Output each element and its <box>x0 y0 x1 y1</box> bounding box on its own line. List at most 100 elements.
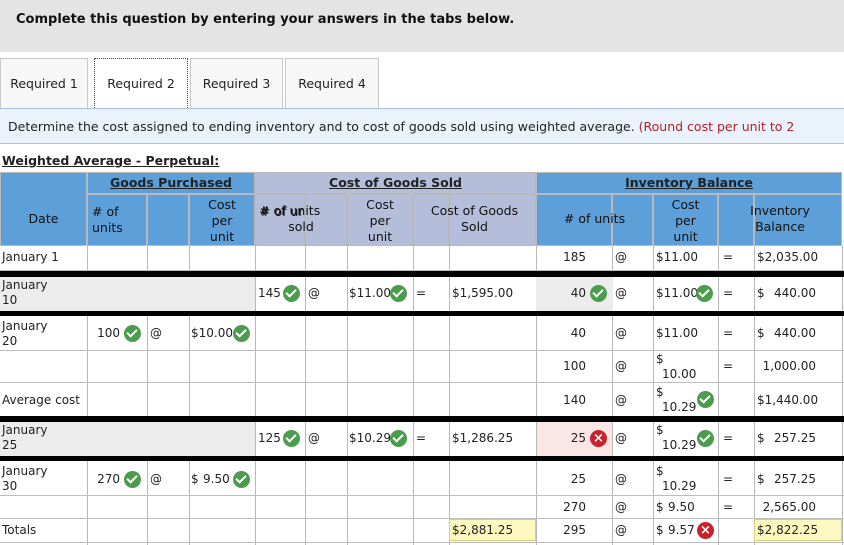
tab-required-3[interactable]: Required 3 <box>190 58 283 108</box>
row-jan25-shade <box>0 422 255 456</box>
row-avg-inv-units[interactable]: 140 <box>563 393 586 407</box>
check-icon <box>697 430 714 447</box>
row-jan10-date-2: 10 <box>2 293 18 307</box>
row-jan30-inv-units[interactable]: 25 <box>570 472 586 486</box>
instruction-main: Determine the cost assigned to ending in… <box>8 119 635 134</box>
row-jan20b-inv-balance[interactable]: 1,000.00 <box>762 359 816 373</box>
row-totals-inv-cost[interactable]: 9.57 <box>668 523 695 537</box>
header-sold-at <box>305 194 347 246</box>
row-totals-label: Totals <box>2 523 37 537</box>
row-totals-inv-cost-dollar: $ <box>656 523 664 537</box>
at-sign: @ <box>308 431 320 445</box>
label-per: per <box>211 213 233 228</box>
header-inv-cost: Cost per unit <box>653 194 718 246</box>
row-jan25-inv-cost[interactable]: 10.29 <box>662 438 697 452</box>
eq-sign: = <box>416 286 427 300</box>
check-icon <box>124 325 141 342</box>
label-units-sold-1: # of units <box>260 204 305 219</box>
row-totals-cogs[interactable]: $2,881.25 <box>452 523 514 537</box>
row-jan30-inv-balance[interactable]: 257.25 <box>774 472 816 486</box>
row-jan1-date: January 1 <box>2 250 59 264</box>
row-jan10-sold-cost[interactable]: $11.00 <box>349 286 391 300</box>
row-jan30-date-2: 30 <box>2 479 18 493</box>
header-inventory-balance: Inventory Balance <box>536 172 842 194</box>
row-jan20-inv-balance[interactable]: 440.00 <box>774 326 816 340</box>
row-jan25-inv-balance[interactable]: 257.25 <box>774 431 816 445</box>
row-jan30b-inv-cost-dollar: $ <box>656 500 664 514</box>
row-jan30-inv-cost[interactable]: 10.29 <box>662 479 697 493</box>
header-goods-purchased: Goods Purchased <box>87 172 255 194</box>
check-icon <box>233 325 250 342</box>
row-jan1-inv-balance[interactable]: $2,035.00 <box>757 250 819 264</box>
row-jan20-purch-cost[interactable]: $10.00 <box>191 326 233 340</box>
check-icon <box>124 471 141 488</box>
row-jan30-inv-bal-dollar: $ <box>757 472 765 486</box>
tab-required-2[interactable]: Required 2 <box>94 58 188 108</box>
row-jan20-inv-cost[interactable]: $11.00 <box>656 326 698 340</box>
eq-sign: = <box>723 431 734 445</box>
row-jan10-inv-bal-dollar: $ <box>757 286 765 300</box>
label-units-sold-overlay: # of units <box>259 203 321 218</box>
eq-sign: = <box>723 472 734 486</box>
eq-sign: = <box>416 431 427 445</box>
row-jan30-purch-cost[interactable]: 9.50 <box>203 472 230 486</box>
header-sold-units: # of units <box>255 194 305 246</box>
header-sold-cost: Cost per unit <box>347 194 413 246</box>
row-jan1-inv-cost[interactable]: $11.00 <box>656 250 698 264</box>
header-cost-of-goods-sold: Cost of Goods Sold <box>255 172 536 194</box>
row-jan25-inv-units[interactable]: 25 <box>570 431 586 445</box>
row-jan20-inv-units[interactable]: 40 <box>570 326 586 340</box>
label-inv-units: # of units <box>563 211 626 226</box>
at-sign: @ <box>615 326 627 340</box>
row-avg-inv-cost[interactable]: 10.29 <box>662 400 697 414</box>
row-jan30b-inv-balance[interactable]: 2,565.00 <box>762 500 816 514</box>
instruction-bar: Determine the cost assigned to ending in… <box>0 108 844 144</box>
row-jan10-cogs[interactable]: $1,595.00 <box>452 286 514 300</box>
header-date-label: Date <box>28 211 59 226</box>
row-totals-inv-units[interactable]: 295 <box>563 523 586 537</box>
row-jan10-inv-cost[interactable]: $11.00 <box>656 286 698 300</box>
at-sign: @ <box>150 326 162 340</box>
row-jan30-date-1: January <box>2 464 48 478</box>
at-sign: @ <box>615 359 627 373</box>
row-jan10-inv-balance[interactable]: 440.00 <box>774 286 816 300</box>
row-jan10-inv-units[interactable]: 40 <box>570 286 586 300</box>
error-x-icon: × <box>590 430 607 447</box>
row-jan30b-inv-cost[interactable]: 9.50 <box>668 500 695 514</box>
row-jan1-inv-units[interactable]: 185 <box>563 250 586 264</box>
label-inv-unit: unit <box>673 229 698 244</box>
row-jan10-date-1: January <box>2 278 48 292</box>
row-jan10-sold-units[interactable]: 145 <box>258 286 281 300</box>
row-jan30-purch-units[interactable]: 270 <box>97 472 120 486</box>
row-jan20b-inv-cost-dollar: $ <box>656 352 664 366</box>
row-jan30b-inv-units[interactable]: 270 <box>563 500 586 514</box>
at-sign: @ <box>308 286 320 300</box>
row-jan20-date-2: 20 <box>2 334 18 348</box>
row-jan20-purch-units[interactable]: 100 <box>97 326 120 340</box>
at-sign: @ <box>615 286 627 300</box>
label-inv-balance-2: Balance <box>755 219 805 234</box>
row-jan25-date-2: 25 <box>2 438 18 452</box>
at-sign: @ <box>615 500 627 514</box>
row-jan25-sold-units[interactable]: 125 <box>258 431 281 445</box>
tab-required-1[interactable]: Required 1 <box>0 58 88 108</box>
tab-required-4[interactable]: Required 4 <box>285 58 379 108</box>
label-sold-per: per <box>369 213 391 228</box>
at-sign: @ <box>615 250 627 264</box>
row-avg-inv-cost-dollar: $ <box>656 385 664 399</box>
at-sign: @ <box>615 431 627 445</box>
tab-bar: Required 1 Required 2 Required 3 Require… <box>0 58 844 108</box>
row-jan25-sold-cost[interactable]: $10.29 <box>349 431 391 445</box>
table-body <box>0 246 844 545</box>
row-jan20b-inv-cost[interactable]: 10.00 <box>662 367 697 381</box>
worksheet-title: Weighted Average - Perpetual: <box>2 153 220 168</box>
row-avg-inv-balance[interactable]: $1,440.00 <box>757 393 819 407</box>
at-sign: @ <box>615 523 627 537</box>
check-icon <box>390 285 407 302</box>
header-inv-eq <box>718 194 754 246</box>
row-jan25-cogs[interactable]: $1,286.25 <box>452 431 514 445</box>
header-date: Date <box>0 172 87 246</box>
weighted-average-table: Date Goods Purchased Cost of Goods Sold … <box>0 172 844 545</box>
row-jan20b-inv-units[interactable]: 100 <box>563 359 586 373</box>
row-totals-inv-balance[interactable]: $2,822.25 <box>757 523 819 537</box>
